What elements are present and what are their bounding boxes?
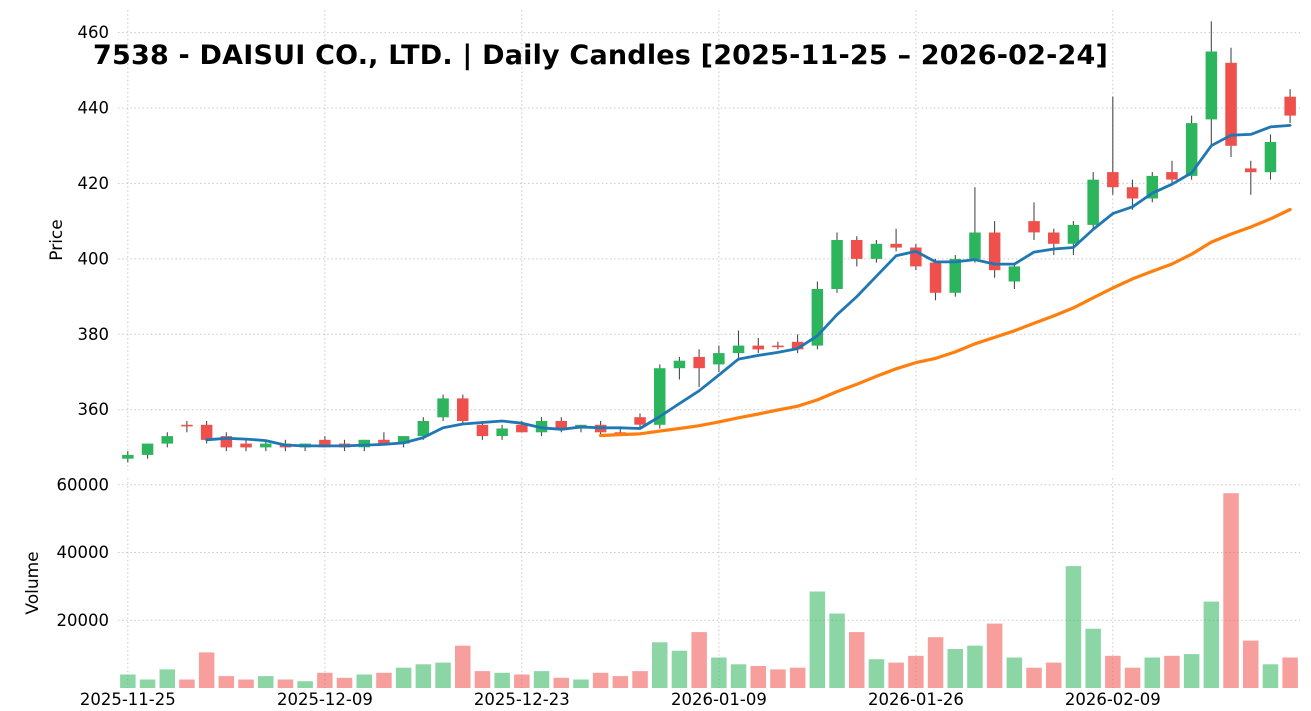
candle-wicks (127, 21, 1291, 463)
svg-text:20000: 20000 (57, 611, 110, 630)
volume-axis-label: Volume (23, 551, 43, 615)
svg-text:2025-12-09: 2025-12-09 (277, 690, 373, 709)
svg-text:420: 420 (78, 174, 110, 193)
grid-layer (118, 10, 1300, 688)
price-axis-label: Price (47, 219, 67, 261)
svg-text:460: 460 (78, 23, 110, 42)
chart-title: 7538 - DAISUI CO., LTD. | Daily Candles … (93, 40, 1109, 71)
axis-tick-labels: 2025-11-25 2025-12-09 2025-12-23 2026-01-09… (57, 23, 1161, 709)
svg-text:40000: 40000 (57, 543, 110, 562)
svg-text:2025-12-23: 2025-12-23 (474, 690, 570, 709)
svg-text:60000: 60000 (57, 475, 110, 494)
candle-bodies (122, 51, 1296, 459)
svg-text:380: 380 (78, 325, 110, 344)
svg-text:2025-11-25: 2025-11-25 (80, 690, 176, 709)
svg-text:400: 400 (78, 249, 110, 268)
svg-text:2026-01-09: 2026-01-09 (671, 690, 767, 709)
svg-text:360: 360 (78, 400, 110, 419)
svg-text:2026-02-09: 2026-02-09 (1065, 690, 1161, 709)
svg-text:2026-01-26: 2026-01-26 (868, 690, 964, 709)
volume-bars (120, 493, 1298, 688)
moving-average-lines (205, 124, 1292, 448)
svg-text:440: 440 (78, 99, 110, 118)
